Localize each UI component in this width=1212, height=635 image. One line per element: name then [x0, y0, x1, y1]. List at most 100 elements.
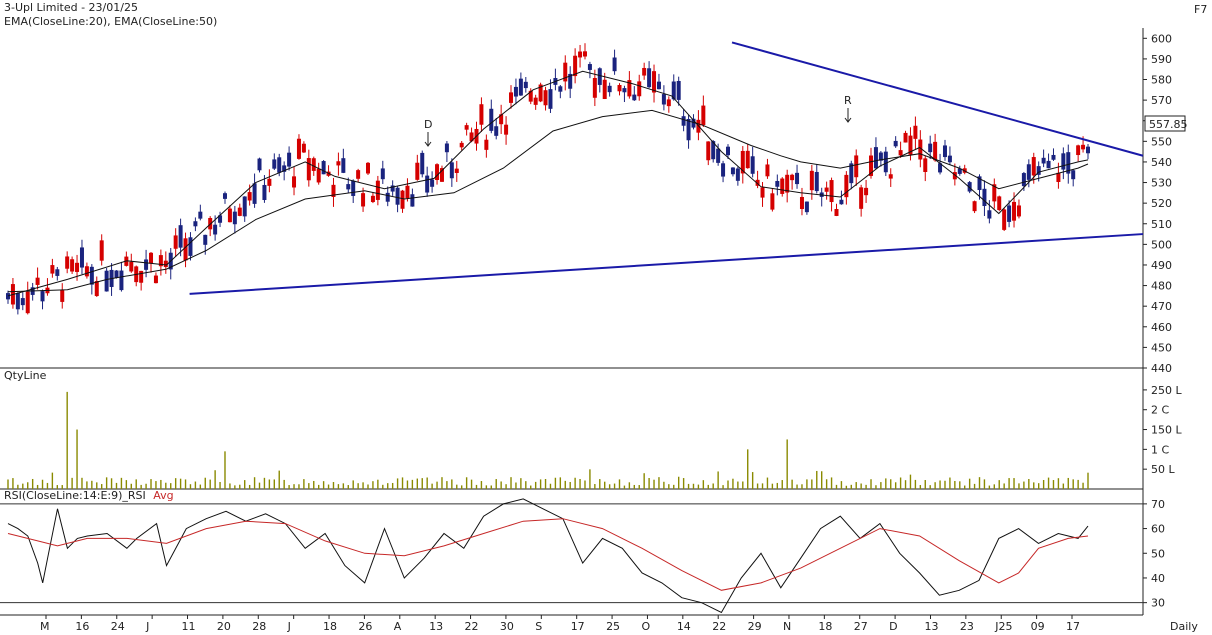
- candle-body: [454, 168, 459, 173]
- rsi-line: [7, 498, 1089, 614]
- candle-body: [114, 270, 119, 278]
- date-tick-label: 17: [1066, 620, 1080, 633]
- candle-body: [947, 155, 952, 163]
- date-tick-label: 26: [358, 620, 372, 633]
- candle-body: [642, 67, 647, 76]
- annotation-label: D: [424, 118, 432, 131]
- candle-body: [770, 193, 775, 210]
- candle-body: [834, 209, 839, 216]
- candle-body: [35, 277, 40, 285]
- candle-body: [366, 162, 370, 174]
- candle-body: [597, 68, 602, 85]
- candle-body: [198, 211, 203, 219]
- candle-body: [1031, 157, 1036, 176]
- candle-body: [730, 167, 735, 175]
- candle-body: [898, 150, 903, 156]
- candle-body: [479, 104, 484, 125]
- volume-tick-label: 2 C: [1151, 404, 1169, 417]
- date-tick-label: M: [40, 620, 50, 633]
- candle-body: [1086, 146, 1090, 154]
- candle-body: [518, 78, 523, 96]
- candle-body: [1041, 157, 1046, 164]
- rsi-tick-label: 40: [1151, 572, 1165, 585]
- candle-body: [656, 81, 661, 90]
- candle-body: [992, 184, 997, 202]
- date-tick-label: O: [641, 620, 650, 633]
- candle-body: [587, 64, 592, 70]
- candle-body: [55, 269, 60, 276]
- candle-body: [484, 139, 489, 150]
- volume-tick-label: 50 L: [1151, 463, 1175, 476]
- candle-body: [104, 270, 109, 292]
- date-tick-label: 14: [677, 620, 691, 633]
- candle-body: [780, 178, 785, 194]
- candle-body: [94, 281, 99, 297]
- rsi-tick-label: 50: [1151, 547, 1165, 560]
- trend-lines: [189, 41, 1144, 295]
- candle-body: [790, 174, 795, 181]
- date-tick-label: A: [394, 620, 402, 633]
- candle-body: [543, 90, 548, 106]
- candle-body: [444, 143, 449, 153]
- candle-body: [1046, 160, 1051, 169]
- candle-body: [578, 51, 583, 58]
- candle-body: [25, 291, 30, 314]
- shortcut-label: F7: [1194, 3, 1208, 16]
- candle-body: [982, 188, 987, 207]
- candle-body: [469, 132, 474, 142]
- candle-body: [1071, 170, 1076, 180]
- candle-body: [883, 151, 888, 173]
- candle-body: [938, 163, 943, 173]
- volume-tick-label: 250 L: [1151, 384, 1182, 397]
- price-tick-label: 510: [1151, 218, 1172, 231]
- annotation-label: R: [844, 94, 852, 107]
- candle-body: [928, 143, 933, 153]
- candle-body: [395, 187, 400, 205]
- candle-body: [681, 116, 686, 126]
- candle-body: [632, 94, 637, 101]
- candle-body: [203, 234, 208, 245]
- candle-body: [676, 80, 681, 100]
- candle-body: [1051, 154, 1056, 160]
- candle-body: [129, 261, 134, 272]
- price-tick-label: 440: [1151, 362, 1172, 375]
- candle-body: [637, 81, 642, 97]
- candle-body: [750, 156, 755, 174]
- date-tick-label: J25: [994, 620, 1012, 633]
- date-tick-label: 24: [111, 620, 125, 633]
- candle-body: [1076, 145, 1081, 156]
- candle-body: [538, 84, 543, 102]
- candle-body: [227, 208, 232, 223]
- candle-body: [287, 152, 292, 167]
- candle-body: [740, 150, 745, 174]
- candle-body: [188, 237, 193, 256]
- rsi-panel-label: RSI(CloseLine:14:E:9)_RSI Avg: [4, 489, 174, 502]
- candle-body: [1036, 166, 1041, 175]
- candle-body: [1007, 205, 1012, 222]
- candle-body: [213, 224, 218, 235]
- candle-body: [301, 143, 306, 153]
- date-tick-label: 17: [571, 620, 585, 633]
- candle-body: [1061, 153, 1066, 170]
- date-tick-label: 29: [748, 620, 762, 633]
- candle-body: [942, 145, 947, 158]
- candle-body: [607, 85, 612, 93]
- candle-body: [824, 187, 829, 192]
- date-tick-label: 13: [429, 620, 443, 633]
- candle-body: [139, 270, 144, 283]
- candle-body: [375, 180, 380, 200]
- candle-body: [50, 265, 55, 274]
- candle-body: [336, 161, 341, 166]
- candle-body: [957, 168, 962, 174]
- candle-body: [6, 293, 10, 300]
- date-tick-label: 09: [1031, 620, 1045, 633]
- rsi-avg-label: Avg: [153, 489, 173, 502]
- candle-body: [193, 221, 198, 227]
- candle-body: [119, 270, 124, 291]
- date-tick-label: 16: [75, 620, 89, 633]
- candle-body: [582, 51, 587, 57]
- ema-50-line: [7, 109, 1089, 293]
- candle-body: [356, 170, 361, 179]
- candle-body: [716, 148, 721, 163]
- candle-body: [306, 158, 311, 181]
